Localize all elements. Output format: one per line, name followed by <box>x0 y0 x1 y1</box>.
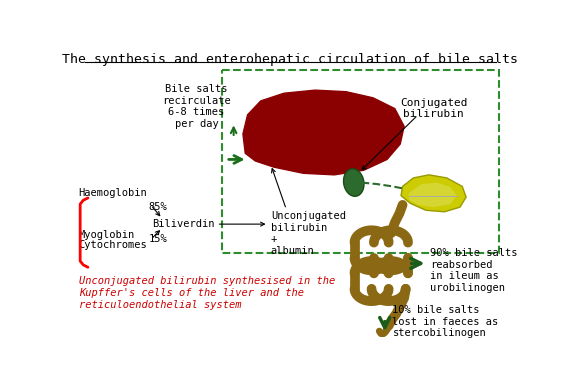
Text: 85%: 85% <box>149 202 167 212</box>
Text: The synthesis and enterohepatic circulation of bile salts: The synthesis and enterohepatic circulat… <box>62 53 518 66</box>
Text: Unconjugated bilirubin synthesised in the
Kupffer's cells of the liver and the
r: Unconjugated bilirubin synthesised in th… <box>79 276 335 310</box>
Text: Conjugated
bilirubin: Conjugated bilirubin <box>400 98 467 119</box>
Text: Myoglobin: Myoglobin <box>79 230 135 240</box>
Text: 90% bile salts
reabsorbed
in ileum as
urobilinogen: 90% bile salts reabsorbed in ileum as ur… <box>430 248 517 293</box>
Text: 15%: 15% <box>149 234 167 244</box>
Text: 10% bile salts
lost in faeces as
stercobilinogen: 10% bile salts lost in faeces as stercob… <box>392 305 499 338</box>
Polygon shape <box>401 175 466 212</box>
Text: Haemoglobin: Haemoglobin <box>79 188 147 198</box>
Bar <box>222 70 500 254</box>
Ellipse shape <box>344 169 364 196</box>
Text: Biliverdin: Biliverdin <box>153 219 215 229</box>
Polygon shape <box>243 90 404 175</box>
Text: Cytochromes: Cytochromes <box>79 240 147 250</box>
Text: Bile salts
recirculate
6-8 times
per day: Bile salts recirculate 6-8 times per day <box>162 84 231 129</box>
Text: Unconjugated
bilirubin
+
albumin: Unconjugated bilirubin + albumin <box>271 211 346 256</box>
Polygon shape <box>409 183 457 207</box>
